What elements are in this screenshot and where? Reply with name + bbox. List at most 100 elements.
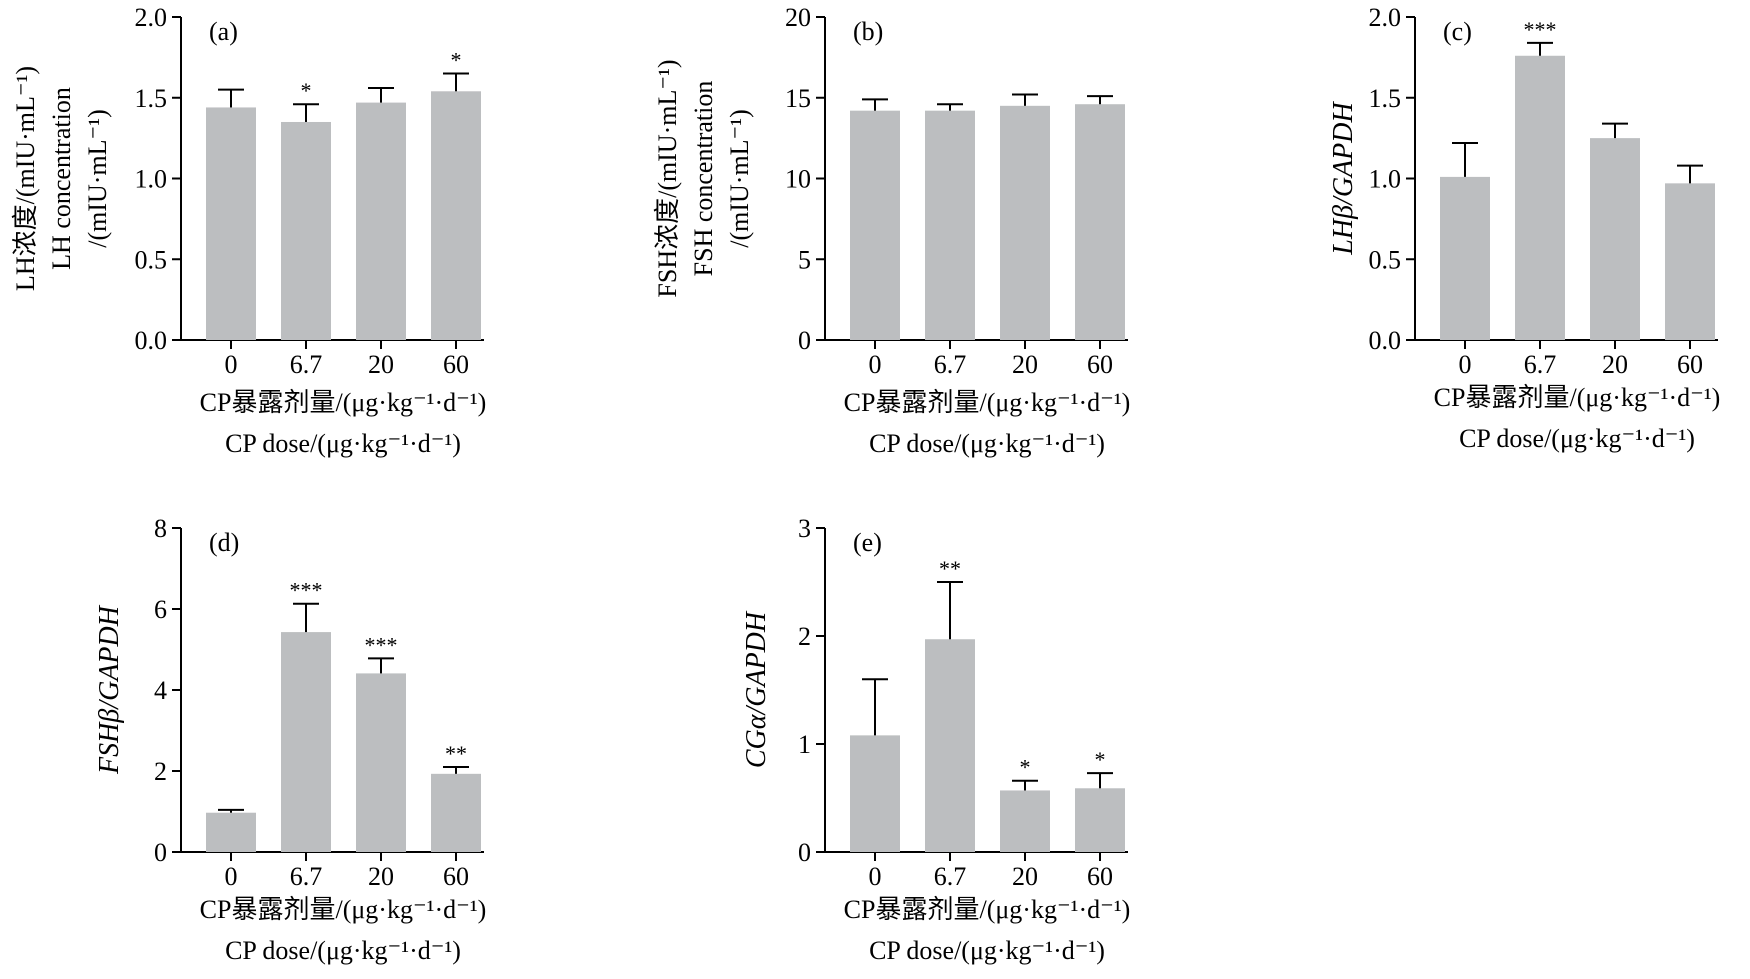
y-axis-label: LH浓度/(mIU·mL⁻¹)	[11, 66, 40, 291]
x-tick-label: 60	[443, 862, 469, 891]
bar	[356, 102, 406, 340]
x-axis-label-cn: CP暴露剂量/(μg·kg⁻¹·d⁻¹)	[844, 895, 1131, 924]
bar	[356, 673, 406, 852]
y-tick-label: 2	[798, 622, 811, 651]
bar	[1000, 105, 1050, 340]
y-tick-label: 4	[154, 676, 167, 705]
x-tick-label: 6.7	[290, 350, 323, 379]
bar	[281, 632, 331, 852]
panel-b: 0 5 10 15 20 0 6.7 20 60 (b) FSH浓度/(mIU·mL⁻¹) FSH c…	[653, 3, 1130, 458]
y-tick-label: 1	[798, 730, 811, 759]
x-tick-label: 6.7	[934, 862, 967, 891]
y-tick-label: 1.5	[135, 84, 168, 113]
panel-label: (b)	[853, 17, 883, 46]
y-tick-label: 20	[785, 3, 811, 32]
panel-d: 0 2 4 6 8 0 *** 6.7 *** 20 ** 60 (d) FSHβ/GAPDH CP暴露剂量…	[94, 514, 486, 965]
x-axis-label-en: CP dose/(μg·kg⁻¹·d⁻¹)	[869, 429, 1105, 458]
x-axis-label-en: CP dose/(μg·kg⁻¹·d⁻¹)	[1459, 424, 1695, 453]
bar	[850, 110, 900, 340]
x-axis-label-cn: CP暴露剂量/(μg·kg⁻¹·d⁻¹)	[844, 388, 1131, 417]
x-tick-label: 60	[1087, 350, 1113, 379]
x-tick-label: 20	[368, 350, 394, 379]
y-axis-label: FSH concentration	[689, 81, 718, 277]
bar	[925, 110, 975, 340]
y-tick-label: 2.0	[1369, 3, 1402, 32]
significance-label: *	[1095, 747, 1106, 772]
x-axis-label-en: CP dose/(μg·kg⁻¹·d⁻¹)	[869, 936, 1105, 965]
y-tick-label: 8	[154, 514, 167, 543]
x-axis-label-cn: CP暴露剂量/(μg·kg⁻¹·d⁻¹)	[1434, 383, 1721, 412]
panel-label: (c)	[1443, 17, 1472, 46]
x-tick-label: 6.7	[934, 350, 967, 379]
x-tick-label: 6.7	[290, 862, 323, 891]
bar	[1665, 183, 1715, 340]
y-tick-label: 10	[785, 165, 811, 194]
x-axis-label-cn: CP暴露剂量/(μg·kg⁻¹·d⁻¹)	[200, 895, 487, 924]
x-tick-label: 60	[1677, 350, 1703, 379]
panel-label: (a)	[209, 17, 238, 46]
bar	[1000, 790, 1050, 852]
x-tick-label: 0	[1459, 350, 1472, 379]
x-tick-label: 20	[368, 862, 394, 891]
panel-e: 0 1 2 3 0 ** 6.7 * 20 * 60 (e) CGα/GAPDH CP暴露剂量/(μg·k…	[741, 514, 1130, 965]
y-tick-label: 0	[154, 838, 167, 867]
y-axis-label: /(mIU·mL⁻¹)	[83, 109, 112, 247]
bar	[1075, 788, 1125, 852]
significance-label: **	[939, 556, 961, 581]
significance-label: ***	[290, 578, 323, 603]
x-tick-label: 20	[1602, 350, 1628, 379]
significance-label: *	[301, 78, 312, 103]
y-tick-label: 0	[798, 326, 811, 355]
significance-label: **	[445, 741, 467, 766]
y-axis-label: /(mIU·mL⁻¹)	[725, 109, 754, 247]
bar	[431, 773, 481, 852]
x-tick-label: 6.7	[1524, 350, 1557, 379]
bar	[1075, 104, 1125, 341]
x-tick-label: 0	[869, 350, 882, 379]
y-tick-label: 0.0	[135, 326, 168, 355]
y-tick-label: 1.0	[135, 165, 168, 194]
significance-label: ***	[365, 632, 398, 657]
bar	[1515, 55, 1565, 340]
y-axis-label: LHβ/GAPDH	[1328, 101, 1359, 256]
y-tick-label: 0	[798, 838, 811, 867]
bar	[1440, 176, 1490, 340]
panel-label: (d)	[209, 528, 239, 557]
y-tick-label: 6	[154, 595, 167, 624]
y-axis-label: CGα/GAPDH	[741, 610, 772, 768]
panel-a: 0.0 0.5 1.0 1.5 2.0 0 * 6.7 20 * 60 (a) LH浓度/(mIU·mL…	[11, 3, 486, 458]
bar	[206, 107, 256, 340]
y-tick-label: 0.5	[1369, 245, 1402, 274]
y-tick-label: 0.5	[135, 245, 168, 274]
bar	[431, 91, 481, 340]
x-axis-label-en: CP dose/(μg·kg⁻¹·d⁻¹)	[225, 429, 461, 458]
y-axis-label: LH concentration	[47, 87, 76, 270]
x-tick-label: 0	[869, 862, 882, 891]
x-tick-label: 60	[443, 350, 469, 379]
x-tick-label: 20	[1012, 350, 1038, 379]
significance-label: *	[451, 48, 462, 73]
x-axis-label-cn: CP暴露剂量/(μg·kg⁻¹·d⁻¹)	[200, 388, 487, 417]
y-tick-label: 1.0	[1369, 165, 1402, 194]
y-tick-label: 0.0	[1369, 326, 1402, 355]
y-axis-label: FSH浓度/(mIU·mL⁻¹)	[653, 59, 682, 297]
x-tick-label: 0	[225, 350, 238, 379]
y-tick-label: 15	[785, 84, 811, 113]
x-tick-label: 20	[1012, 862, 1038, 891]
y-tick-label: 2.0	[135, 3, 168, 32]
x-tick-label: 60	[1087, 862, 1113, 891]
significance-label: ***	[1524, 17, 1557, 42]
y-tick-label: 1.5	[1369, 84, 1402, 113]
y-tick-label: 5	[798, 245, 811, 274]
bar	[1590, 138, 1640, 340]
panel-label: (e)	[853, 528, 882, 557]
y-tick-label: 3	[798, 514, 811, 543]
bar	[850, 735, 900, 852]
x-tick-label: 0	[225, 862, 238, 891]
y-tick-label: 2	[154, 757, 167, 786]
panel-c: 0.0 0.5 1.0 1.5 2.0 0 *** 6.7 20 60 (c) LHβ/GAPDH CP…	[1328, 3, 1720, 453]
significance-label: *	[1020, 755, 1031, 780]
x-axis-label-en: CP dose/(μg·kg⁻¹·d⁻¹)	[225, 936, 461, 965]
bar	[281, 121, 331, 340]
